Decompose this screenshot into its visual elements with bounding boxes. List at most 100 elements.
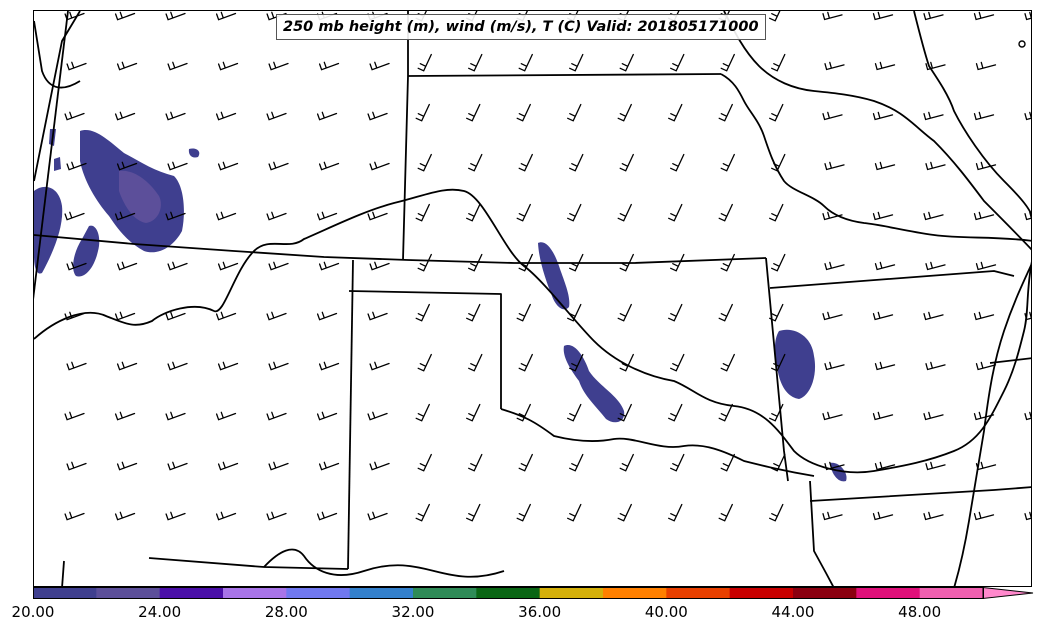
wind-barb [822, 411, 843, 421]
wind-barb [973, 111, 995, 121]
wind-barb [268, 261, 289, 271]
wind-barb [718, 303, 733, 322]
wind-barb [217, 261, 239, 271]
wind-barb [718, 403, 733, 422]
wind-barb [114, 511, 136, 521]
colorbar-tick-label: 28.00 [264, 603, 308, 621]
wind-barb [318, 261, 340, 271]
wind-barb [872, 411, 894, 421]
wind-barb [1024, 311, 1031, 321]
wind-barb [567, 303, 582, 322]
wind-barb [466, 103, 481, 122]
shaded-region [119, 170, 161, 223]
wind-barb [668, 303, 683, 322]
wind-barb [367, 211, 388, 221]
colorbar-tick-label: 36.00 [518, 603, 562, 621]
wind-barb [64, 511, 85, 521]
wind-barb [874, 461, 896, 471]
wind-barb [670, 53, 685, 72]
wind-barb [215, 311, 237, 321]
wind-barb [165, 311, 186, 321]
river-border [913, 11, 1031, 217]
wind-barb [415, 203, 430, 222]
state-boundaries [34, 11, 1031, 586]
state-border [809, 480, 834, 586]
state-border [347, 259, 354, 570]
wind-barb [617, 503, 632, 522]
wind-barb [468, 353, 483, 372]
wind-barb [668, 403, 683, 422]
wind-barb [266, 411, 287, 421]
wind-barb [925, 361, 946, 371]
wind-barb [114, 311, 136, 321]
wind-barb [167, 61, 188, 71]
wind-barb [64, 311, 85, 321]
wind-barb [318, 61, 340, 71]
wind-barb [116, 461, 138, 471]
wind-barb [66, 261, 87, 271]
wind-barb [925, 461, 946, 471]
wind-barb [975, 161, 997, 171]
wind-barb [66, 61, 87, 71]
wind-barb [569, 153, 584, 172]
wind-barb [771, 253, 786, 272]
wind-barb [822, 511, 843, 521]
wind-barb [369, 261, 390, 271]
wind-barb [720, 153, 735, 172]
wind-barb [718, 503, 733, 522]
wind-barb [975, 61, 997, 71]
wind-barb [923, 111, 944, 121]
wind-barb [369, 161, 390, 171]
wind-barb [720, 453, 735, 472]
wind-barb [66, 161, 87, 171]
state-border [809, 486, 1031, 502]
coast-border [263, 548, 505, 578]
wind-barb [116, 161, 138, 171]
wind-barb [771, 453, 786, 472]
colorbar-bin [919, 587, 984, 599]
shaded-region [34, 186, 63, 274]
wind-barb [468, 253, 483, 272]
wind-barb [567, 203, 582, 222]
wind-barb [318, 161, 340, 171]
wind-barb [217, 461, 239, 471]
wind-barb [668, 503, 683, 522]
wind-barb [417, 453, 432, 472]
colorbar-tick-label: 32.00 [391, 603, 435, 621]
state-border [148, 557, 349, 570]
wind-barb [874, 61, 896, 71]
shaded-region [774, 329, 816, 399]
wind-barb [415, 403, 430, 422]
wind-barb [268, 161, 289, 171]
wind-barb [923, 11, 944, 21]
wind-barb [165, 411, 186, 421]
wind-barb [720, 53, 735, 72]
wind-barb [569, 253, 584, 272]
temperature-shading [34, 129, 847, 482]
river-border [720, 73, 1031, 242]
wind-barb [872, 111, 894, 121]
state-border [34, 11, 69, 300]
wind-barb [167, 361, 188, 371]
wind-barb [569, 53, 584, 72]
wind-barb [569, 353, 584, 372]
wind-barb [66, 461, 87, 471]
wind-barb [367, 511, 388, 521]
wind-barb [369, 461, 390, 471]
wind-barb [316, 511, 338, 521]
river-border [953, 263, 1031, 586]
wind-barb [769, 11, 781, 22]
river-border [500, 408, 815, 477]
wind-barb [771, 153, 786, 172]
wind-barb [923, 311, 944, 321]
wind-barb [318, 361, 340, 371]
wind-barb [824, 361, 845, 371]
wind-barb [720, 353, 735, 372]
state-border [34, 234, 767, 264]
wind-barb [266, 111, 287, 121]
wind-barb [872, 211, 894, 221]
wind-barb [417, 53, 432, 72]
wind-barb [619, 153, 634, 172]
wind-barb [923, 211, 944, 221]
wind-barb [973, 11, 995, 21]
